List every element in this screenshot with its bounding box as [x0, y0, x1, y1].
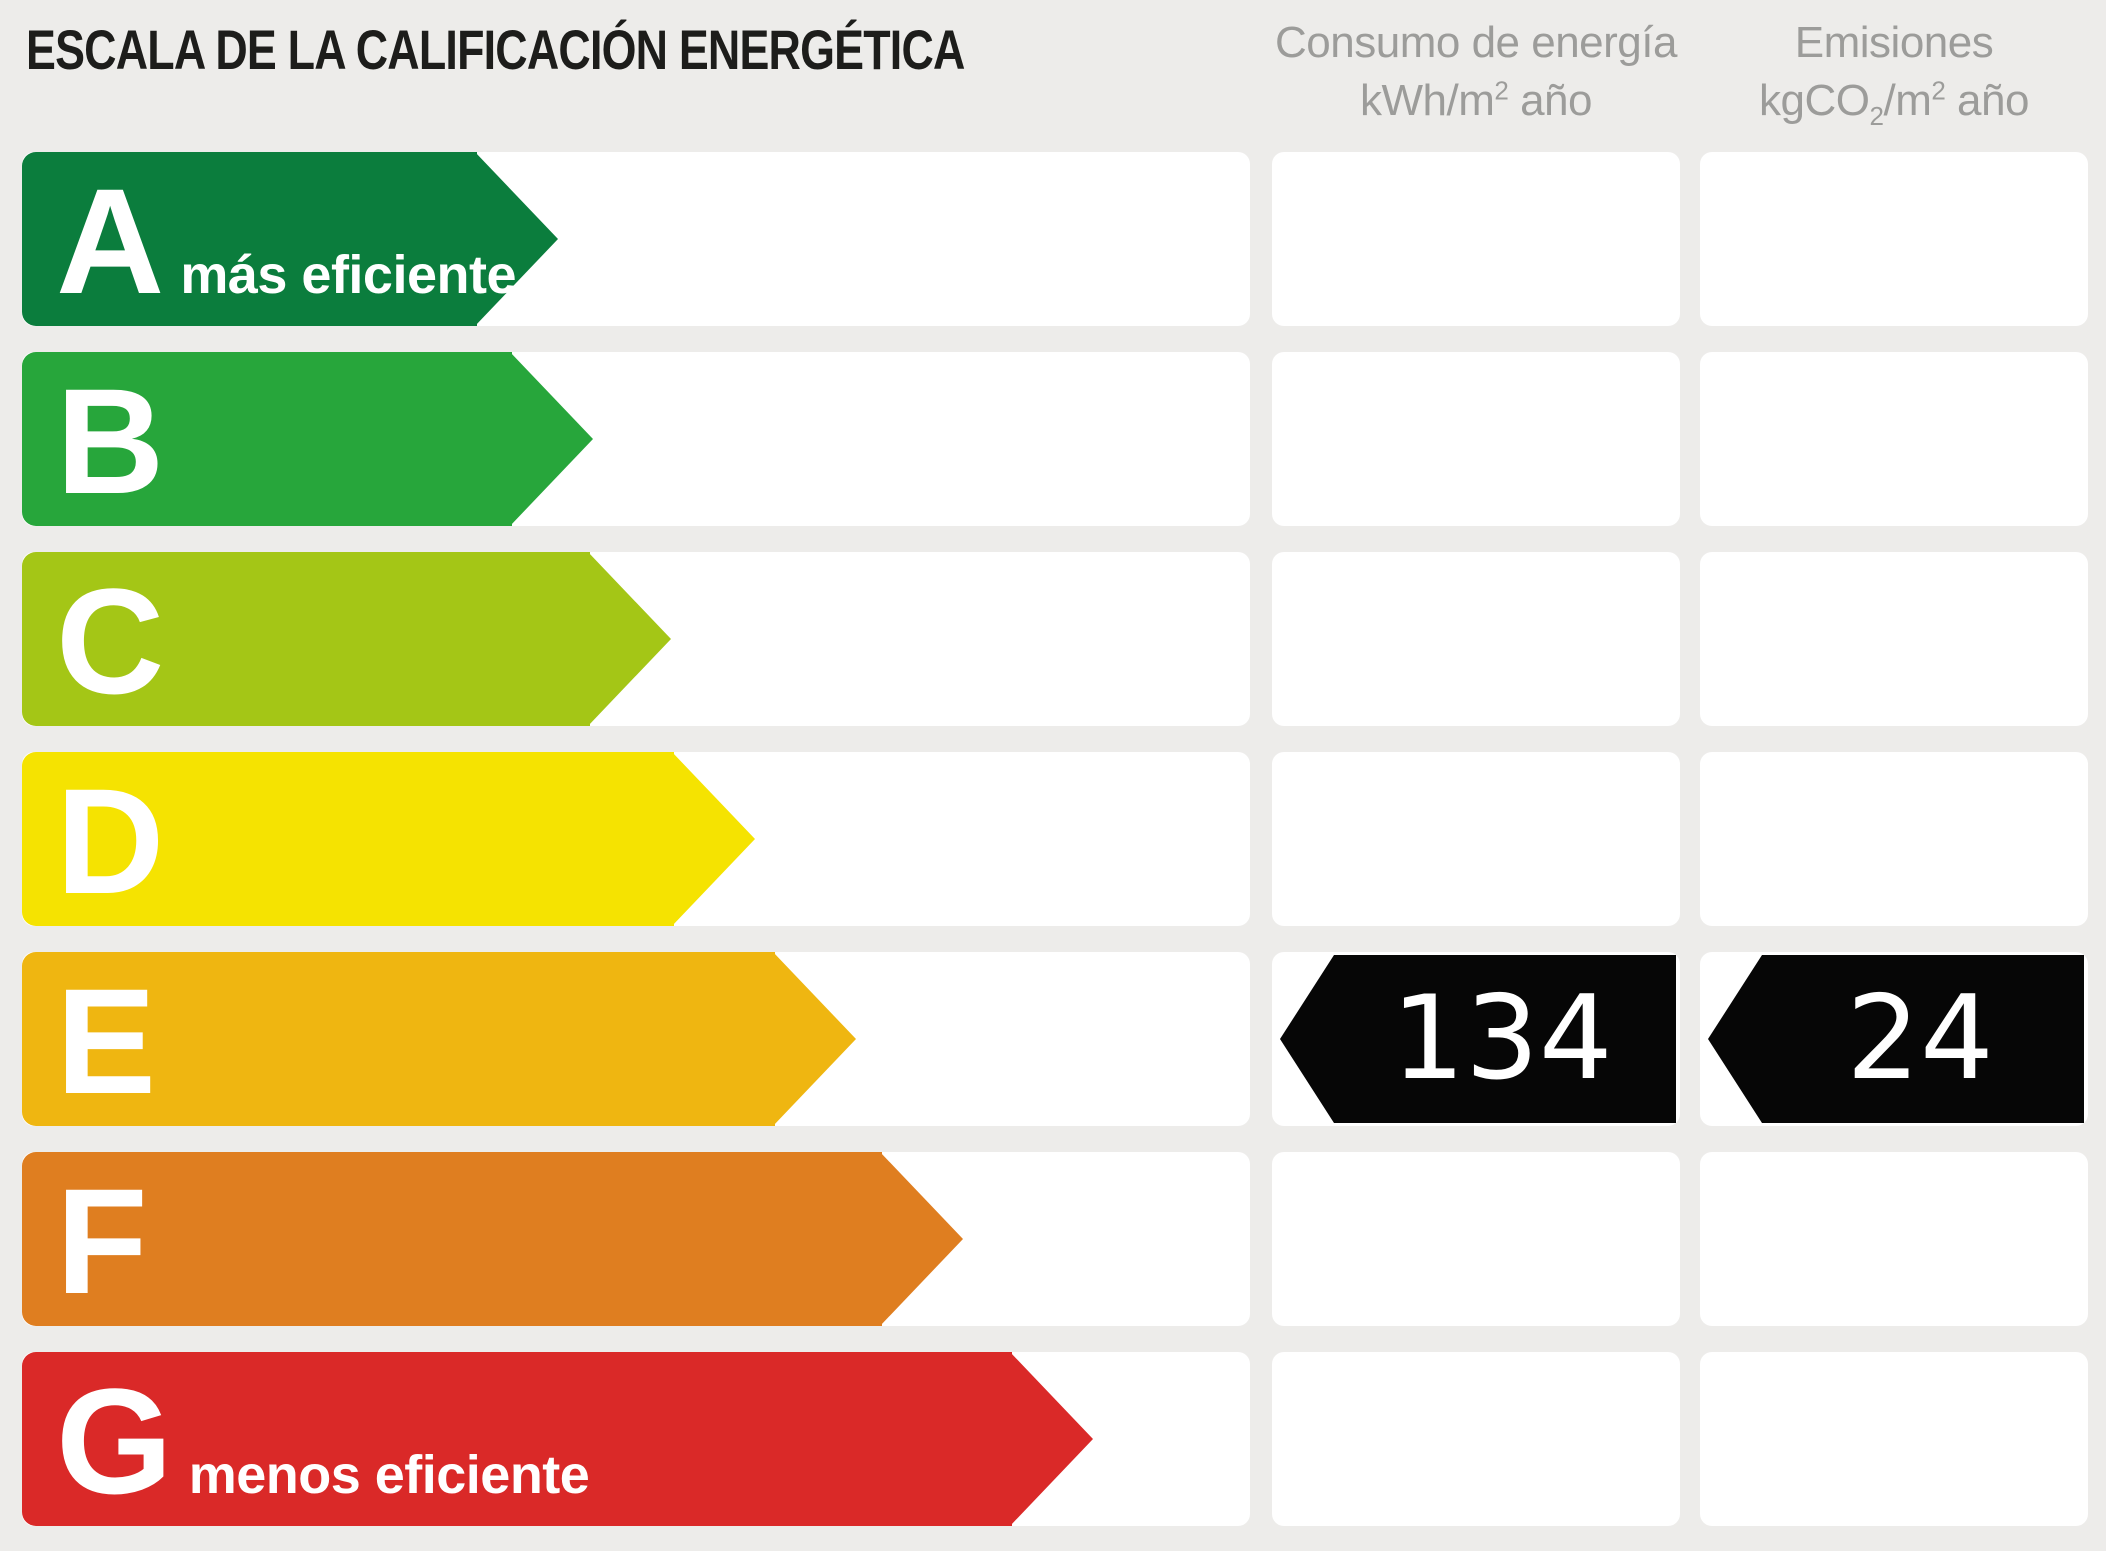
- consumption-cell-background: [1272, 352, 1680, 526]
- consumption-header-line1: Consumo de energía: [1275, 18, 1677, 67]
- rating-row: D: [0, 752, 2106, 926]
- emissions-header-unit: kgCO2/m2 año: [1759, 75, 2029, 131]
- emissions-cell-background: [1700, 152, 2088, 326]
- consumption-header-unit: kWh/m2 año: [1360, 75, 1592, 125]
- consumption-value: 134: [1391, 971, 1613, 1106]
- grade-bar-content: F: [56, 1166, 148, 1316]
- consumption-cell-background: [1272, 1352, 1680, 1526]
- efficiency-label: menos eficiente: [188, 1445, 590, 1505]
- consumption-column-header: Consumo de energía kWh/m2 año: [1272, 14, 1680, 130]
- emissions-header-line1: Emisiones: [1794, 18, 1994, 67]
- grade-bar: [22, 952, 775, 1126]
- rating-row: C: [0, 552, 2106, 726]
- emissions-cell-background: [1700, 552, 2088, 726]
- grade-bar-content: A más eficiente: [56, 166, 516, 316]
- grade-bar: [22, 1352, 1012, 1526]
- grade-bar: [22, 1152, 882, 1326]
- rating-row: B: [0, 352, 2106, 526]
- grade-bar-content: B: [56, 366, 164, 516]
- grade-bar-content: C: [56, 566, 164, 716]
- grade-letter: E: [56, 957, 157, 1125]
- page-title: ESCALA DE LA CALIFICACIÓN ENERGÉTICA: [26, 18, 965, 81]
- emissions-value-arrow: 24: [1708, 955, 2084, 1123]
- consumption-cell-background: [1272, 752, 1680, 926]
- grade-letter: G: [56, 1357, 173, 1525]
- consumption-cell-background: [1272, 1152, 1680, 1326]
- grade-bar: [22, 352, 512, 526]
- consumption-cell-background: [1272, 152, 1680, 326]
- rating-row: F: [0, 1152, 2106, 1326]
- emissions-cell-background: [1700, 752, 2088, 926]
- grade-bar-content: G menos eficiente: [56, 1357, 590, 1525]
- efficiency-label: más eficiente: [180, 245, 516, 305]
- rating-row: G menos eficiente: [0, 1352, 2106, 1526]
- consumption-value-arrow: 134: [1280, 955, 1676, 1123]
- grade-letter: D: [56, 757, 165, 925]
- emissions-value: 24: [1846, 971, 1994, 1106]
- rating-row: E 134 24: [0, 952, 2106, 1126]
- rating-row: A más eficiente: [0, 152, 2106, 326]
- emissions-cell-background: [1700, 352, 2088, 526]
- emissions-cell-background: [1700, 1352, 2088, 1526]
- grade-letter: A: [56, 157, 165, 325]
- consumption-cell-background: [1272, 552, 1680, 726]
- grade-bar-content: E: [56, 966, 156, 1116]
- emissions-cell-background: [1700, 1152, 2088, 1326]
- grade-bar-content: D: [56, 766, 164, 916]
- emissions-column-header: Emisiones kgCO2/m2 año: [1700, 14, 2088, 130]
- grade-bar: [22, 152, 477, 326]
- grade-letter: B: [56, 357, 165, 525]
- grade-bar: [22, 752, 674, 926]
- grade-letter: C: [56, 557, 165, 725]
- grade-bar: [22, 552, 590, 726]
- grade-letter: F: [56, 1157, 148, 1325]
